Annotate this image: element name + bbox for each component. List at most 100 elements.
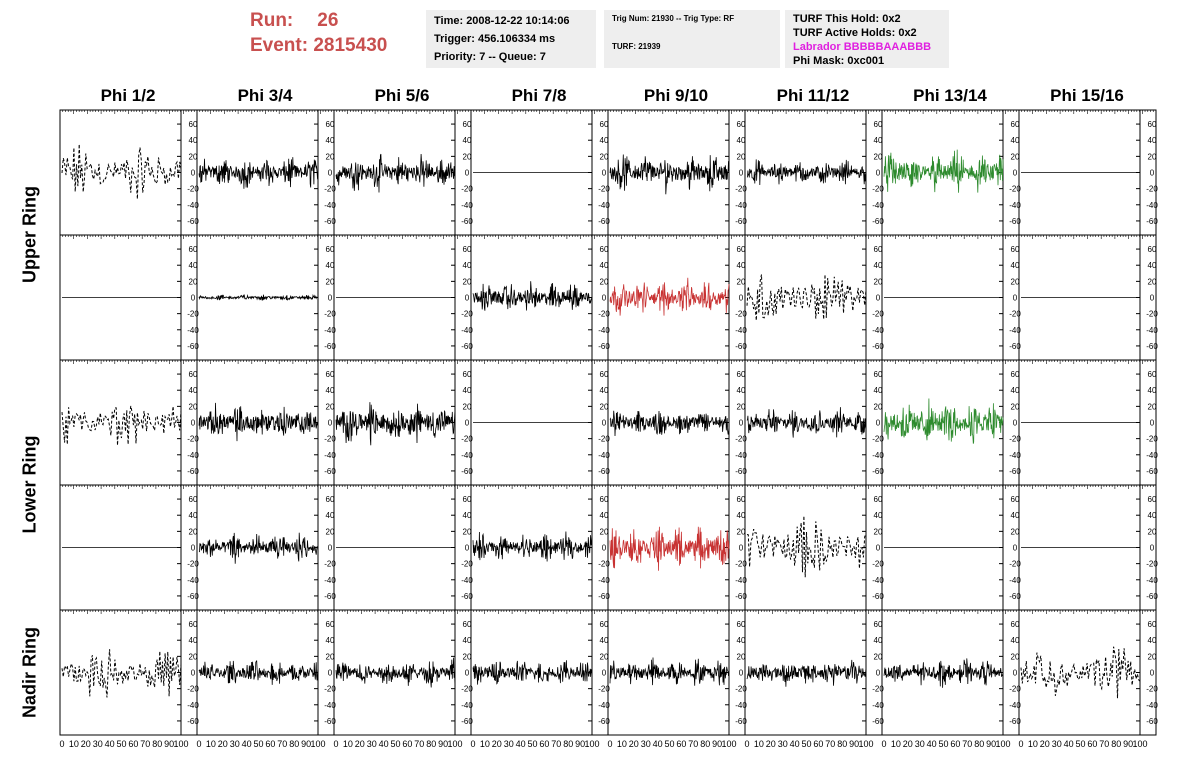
- x-tick-label: 40: [790, 739, 800, 749]
- panel: -60 -40 -20 0 20 40 60: [196, 234, 336, 361]
- y-tick-label: -20: [735, 185, 747, 194]
- y-tick-label: -40: [1146, 201, 1158, 210]
- panel: -60 -40 -20 0 20 40 60: [59, 234, 199, 361]
- x-tick-label: 70: [1099, 739, 1109, 749]
- x-tick-label: 90: [575, 739, 585, 749]
- y-tick-label: -20: [872, 310, 884, 319]
- y-tick-label: 20: [463, 277, 472, 286]
- y-tick-label: -40: [872, 201, 884, 210]
- y-tick-label: -60: [872, 592, 884, 601]
- y-tick-label: -60: [1009, 342, 1021, 351]
- panel: -60 -40 -20 0 20 40 60: [607, 234, 747, 361]
- y-tick-label: 60: [874, 245, 883, 254]
- panel: -60 -40 -20 0 20 40 60: [470, 109, 610, 236]
- y-tick-label: 40: [463, 136, 472, 145]
- y-tick-label: -20: [461, 435, 473, 444]
- waveform-trace: [472, 281, 593, 311]
- y-tick-label: 60: [874, 120, 883, 129]
- x-tick-label: 70: [825, 739, 835, 749]
- y-tick-label: 60: [189, 245, 198, 254]
- panel: -60 -40 -20 0 20 40 60: [196, 359, 336, 486]
- y-tick-label: 40: [737, 261, 746, 270]
- x-tick-label: 50: [116, 739, 126, 749]
- column-label: Phi 11/12: [776, 86, 850, 105]
- waveform-trace: [746, 407, 867, 438]
- y-tick-label: 0: [739, 294, 744, 303]
- y-tick-label: -20: [461, 310, 473, 319]
- column-label: Phi 3/4: [237, 86, 293, 105]
- x-tick-label: 90: [438, 739, 448, 749]
- y-tick-label: 40: [463, 386, 472, 395]
- panel-frame: [744, 234, 883, 361]
- x-tick-label: 20: [355, 739, 365, 749]
- y-tick-label: -20: [735, 685, 747, 694]
- x-tick-label: 70: [551, 739, 561, 749]
- y-tick-label: 60: [600, 370, 609, 379]
- y-tick-label: 0: [602, 169, 607, 178]
- y-tick-label: -40: [187, 326, 199, 335]
- y-tick-label: 20: [326, 527, 335, 536]
- y-tick-label: -20: [735, 310, 747, 319]
- x-tick-label: 50: [938, 739, 948, 749]
- y-tick-label: -60: [187, 467, 199, 476]
- y-tick-label: 0: [876, 419, 881, 428]
- y-tick-label: -60: [735, 467, 747, 476]
- y-tick-label: -20: [735, 560, 747, 569]
- x-tick-label: 60: [1087, 739, 1097, 749]
- x-tick-label: 0: [333, 739, 338, 749]
- y-tick-label: -20: [872, 185, 884, 194]
- y-tick-label: -60: [1146, 342, 1158, 351]
- panel: -60 -40 -20 0 20 40 60: [744, 484, 884, 611]
- panel: -60 -40 -20 0 20 40 60: [744, 234, 884, 361]
- y-tick-label: -60: [187, 217, 199, 226]
- y-tick-label: -40: [1009, 576, 1021, 585]
- x-tick-label: 0: [196, 739, 201, 749]
- y-tick-label: 0: [1150, 544, 1155, 553]
- y-tick-label: 20: [874, 152, 883, 161]
- trigger-text: Trigger: 456.106334 ms: [434, 33, 556, 45]
- y-tick-label: -40: [1146, 576, 1158, 585]
- y-tick-label: 40: [326, 636, 335, 645]
- y-tick-label: -60: [1009, 592, 1021, 601]
- y-tick-label: 20: [874, 652, 883, 661]
- y-tick-label: 0: [328, 544, 333, 553]
- x-tick-label: 50: [527, 739, 537, 749]
- x-tick-label: 70: [414, 739, 424, 749]
- y-tick-label: -40: [735, 701, 747, 710]
- y-tick-label: -40: [324, 576, 336, 585]
- y-tick-label: 0: [1013, 544, 1018, 553]
- y-tick-label: -40: [187, 201, 199, 210]
- y-tick-label: 20: [326, 277, 335, 286]
- y-tick-label: 60: [737, 620, 746, 629]
- y-tick-label: 0: [1013, 669, 1018, 678]
- waveform-trace: [335, 657, 456, 688]
- column-label: Phi 9/10: [643, 86, 709, 105]
- y-tick-label: 60: [189, 370, 198, 379]
- x-tick-label: 10: [1028, 739, 1038, 749]
- x-tick-label: 30: [1052, 739, 1062, 749]
- y-tick-label: 0: [1013, 169, 1018, 178]
- y-tick-label: 0: [1150, 669, 1155, 678]
- y-tick-label: -20: [598, 560, 610, 569]
- y-tick-label: -20: [872, 685, 884, 694]
- waveform-trace: [609, 277, 730, 316]
- waveform-trace: [883, 398, 1004, 444]
- y-tick-label: 0: [739, 169, 744, 178]
- x-tick-label: 0: [744, 739, 749, 749]
- y-tick-label: -40: [872, 326, 884, 335]
- waveform-trace: [609, 154, 730, 195]
- y-tick-label: -40: [1009, 201, 1021, 210]
- y-tick-label: 20: [874, 277, 883, 286]
- y-tick-label: 40: [463, 636, 472, 645]
- x-tick-label: 80: [974, 739, 984, 749]
- run-label: Run:: [250, 10, 294, 31]
- y-tick-label: -60: [598, 467, 610, 476]
- y-tick-label: 0: [191, 669, 196, 678]
- waveform-trace: [609, 410, 730, 437]
- y-tick-label: -40: [461, 451, 473, 460]
- x-tick-label: 0: [607, 739, 612, 749]
- y-tick-label: 0: [1013, 294, 1018, 303]
- y-tick-label: 20: [1011, 402, 1020, 411]
- y-tick-label: -40: [324, 201, 336, 210]
